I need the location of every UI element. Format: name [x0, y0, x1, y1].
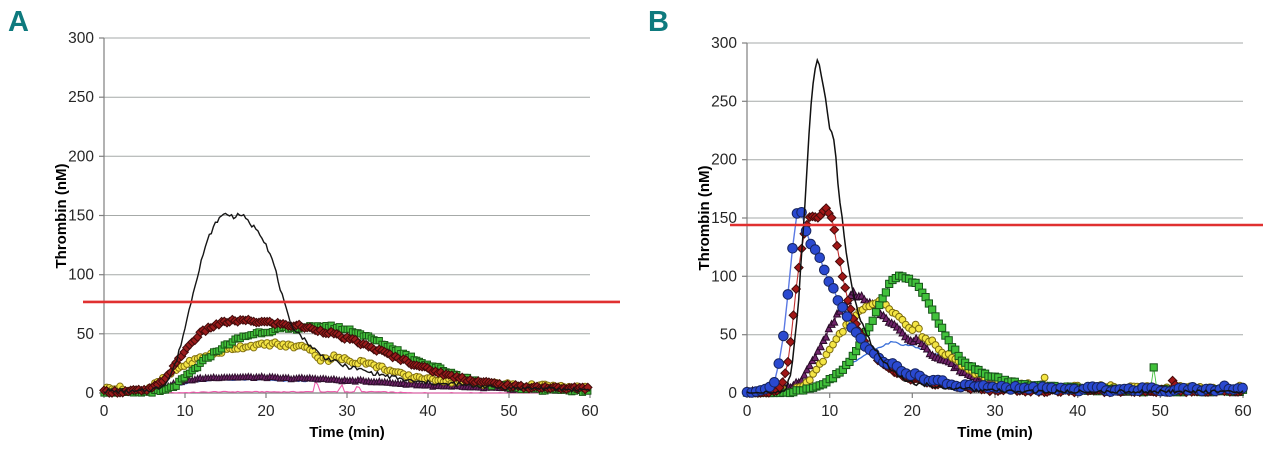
svg-text:60: 60	[581, 403, 599, 420]
svg-text:250: 250	[68, 89, 94, 106]
svg-text:200: 200	[68, 148, 94, 165]
svg-text:20: 20	[257, 403, 275, 420]
svg-text:50: 50	[500, 403, 518, 420]
svg-text:50: 50	[720, 327, 738, 344]
svg-text:40: 40	[419, 403, 437, 420]
svg-text:100: 100	[68, 267, 94, 284]
svg-text:10: 10	[176, 403, 194, 420]
svg-text:0: 0	[743, 403, 752, 420]
svg-text:60: 60	[1234, 403, 1252, 420]
svg-text:Thrombin (nM): Thrombin (nM)	[53, 164, 70, 269]
panel-b-label: B	[648, 6, 669, 38]
svg-text:Time (min): Time (min)	[309, 424, 385, 441]
svg-text:50: 50	[1152, 403, 1170, 420]
svg-text:30: 30	[986, 403, 1004, 420]
panel-a: A 0 50 100 150 200 250 300 0 10 20 30 40 50 60 Time (m…	[8, 6, 620, 441]
svg-text:20: 20	[904, 403, 922, 420]
svg-text:10: 10	[821, 403, 839, 420]
svg-text:0: 0	[85, 385, 94, 402]
svg-text:Time (min): Time (min)	[957, 424, 1033, 441]
panel-b-chart: 0 50 100 150 200 250 300 0 10 20 30 40 50 60 Time (min…	[696, 35, 1263, 441]
svg-text:0: 0	[100, 403, 109, 420]
svg-text:40: 40	[1069, 403, 1087, 420]
svg-text:300: 300	[68, 30, 94, 47]
svg-text:250: 250	[711, 93, 737, 110]
panel-b: B 0 50 100 150 200 250 300 0 10 20 30 40 50 60 Time (m…	[640, 0, 1280, 458]
svg-text:100: 100	[711, 268, 737, 285]
svg-text:30: 30	[338, 403, 356, 420]
svg-text:50: 50	[77, 326, 95, 343]
svg-text:0: 0	[728, 385, 737, 402]
svg-text:300: 300	[711, 35, 737, 52]
panel-a-label: A	[8, 6, 29, 38]
svg-text:150: 150	[68, 208, 94, 225]
svg-text:Thrombin (nM): Thrombin (nM)	[696, 166, 713, 271]
svg-text:150: 150	[711, 210, 737, 227]
panel-a-chart: 0 50 100 150 200 250 300 0 10 20 30 40 50 60 Time (min…	[53, 30, 620, 441]
svg-text:200: 200	[711, 152, 737, 169]
